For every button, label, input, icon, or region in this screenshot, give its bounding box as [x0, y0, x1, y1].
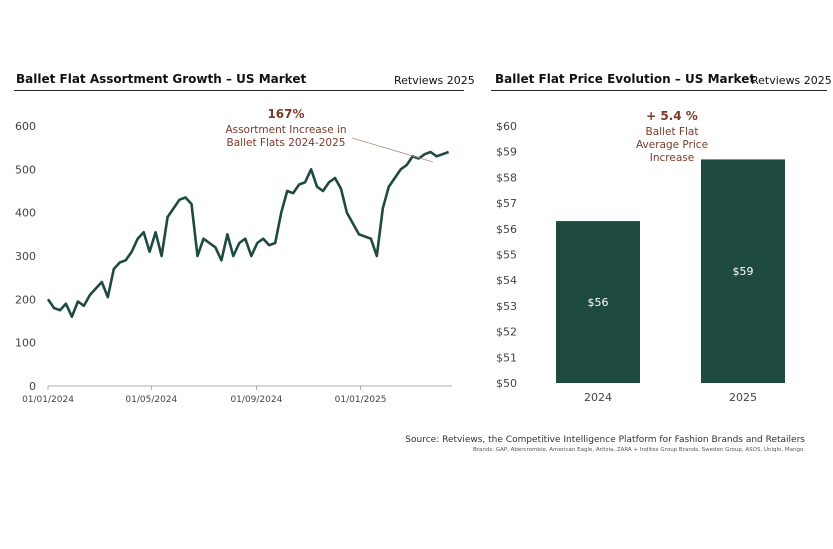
- left-y-tick-label: 300: [15, 250, 36, 263]
- left-chart-source: Retviews 2025: [394, 74, 475, 87]
- left-y-tick-label: 400: [15, 207, 36, 220]
- left-annotation-value: 167%: [267, 107, 304, 121]
- right-y-tick-label: $50: [496, 377, 517, 390]
- right-y-tick-label: $52: [496, 326, 517, 339]
- left-annotation-leader: [351, 137, 434, 163]
- left-annotation-line-1: Assortment Increase in: [225, 124, 346, 136]
- left-x-tick-label: 01/01/2024: [22, 395, 74, 405]
- left-title-rule: [14, 90, 464, 91]
- right-chart-source: Retviews 2025: [751, 74, 832, 87]
- left-x-tick-label: 01/09/2024: [230, 395, 282, 405]
- right-y-tick-label: $55: [496, 249, 517, 262]
- left-annotation-line-2: Ballet Flats 2024-2025: [227, 137, 346, 149]
- right-annotation-value: + 5.4 %: [646, 109, 698, 123]
- right-y-tick-label: $57: [496, 197, 517, 210]
- right-y-tick-label: $56: [496, 223, 517, 236]
- right-title-rule: [491, 90, 827, 91]
- right-x-tick-label: 2025: [729, 391, 757, 404]
- left-chart-title: Ballet Flat Assortment Growth – US Marke…: [16, 72, 307, 86]
- right-y-tick-label: $60: [496, 120, 517, 133]
- assortment-series-line: [46, 150, 450, 319]
- left-x-tick-label: 01/05/2024: [125, 395, 177, 405]
- left-y-tick-label: 100: [15, 337, 36, 350]
- left-y-tick-label: 600: [15, 120, 36, 133]
- footer-brands: Brands: GAP, Abercrombie, American Eagle…: [472, 447, 805, 453]
- bar-value-label: $56: [588, 296, 609, 309]
- bar-value-label: $59: [733, 265, 754, 278]
- right-y-tick-label: $54: [496, 274, 517, 287]
- price-bar-chart: $50 $51 $52 $53 $54 $55 $56 $57 $58 $59 $60 $56 2024…: [496, 120, 785, 404]
- price-bar-2025: [701, 159, 785, 383]
- left-y-tick-label: 200: [15, 293, 36, 306]
- price-bar-2024: [556, 221, 640, 383]
- footer-source: Source: Retviews, the Competitive Intell…: [405, 435, 805, 445]
- right-y-tick-label: $58: [496, 171, 517, 184]
- left-y-tick-label: 0: [29, 380, 36, 393]
- left-x-tick-label: 01/01/2025: [335, 395, 387, 405]
- right-y-tick-label: $53: [496, 300, 517, 313]
- right-y-tick-label: $51: [496, 351, 517, 364]
- right-y-tick-label: $59: [496, 146, 517, 159]
- left-y-tick-label: 500: [15, 163, 36, 176]
- assortment-line-chart: 0 100 200 300 400 500 600 01/01/2024 01/05/2024 0…: [15, 120, 452, 405]
- right-annotation-line-1: Ballet Flat: [646, 126, 699, 138]
- right-annotation-line-2: Average Price: [636, 139, 708, 151]
- right-annotation-line-3: Increase: [650, 152, 694, 164]
- right-chart-title: Ballet Flat Price Evolution – US Market: [495, 72, 756, 86]
- right-x-tick-label: 2024: [584, 391, 612, 404]
